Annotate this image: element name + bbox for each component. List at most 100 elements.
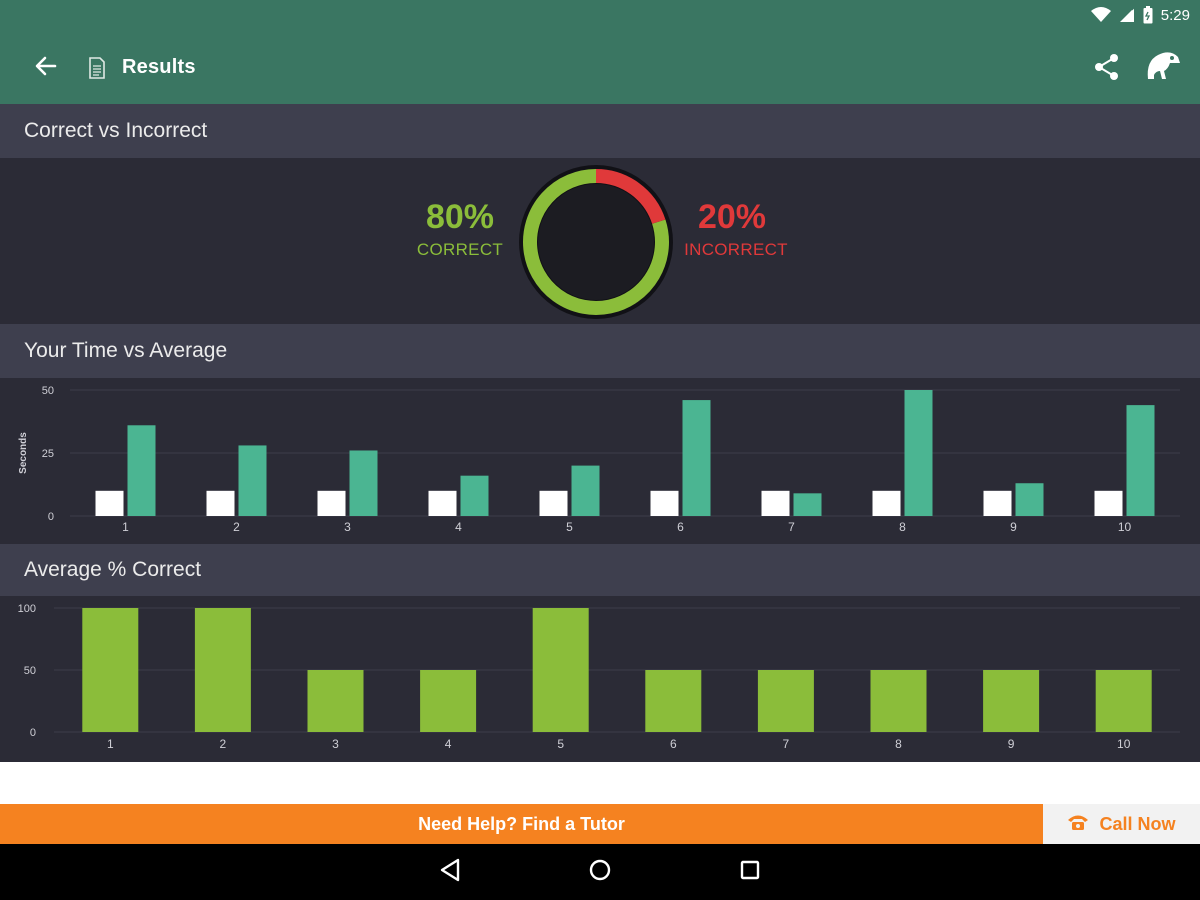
bar-series-2-2 (238, 445, 267, 516)
bar-series-1-9 (983, 490, 1012, 516)
bar-series-1-7 (761, 490, 790, 516)
bar-4 (420, 670, 477, 732)
x-tick-label: 3 (344, 520, 351, 534)
bar-5 (532, 608, 589, 732)
system-nav-bar (0, 844, 1200, 900)
circle-home-icon (588, 858, 612, 887)
x-tick-label: 1 (107, 737, 114, 751)
y-axis-label: Seconds (18, 432, 29, 474)
bar-series-2-6 (682, 400, 711, 516)
status-icons: 5:29 (1090, 6, 1190, 24)
share-button[interactable] (1088, 50, 1126, 88)
bar-series-1-8 (872, 490, 901, 516)
x-tick-label: 3 (332, 737, 339, 751)
bar-series-2-9 (1015, 483, 1044, 516)
bar-series-1-6 (650, 490, 679, 516)
bar-series-1-2 (206, 490, 235, 516)
x-tick-label: 5 (557, 737, 564, 751)
section-title: Your Time vs Average (24, 339, 228, 362)
share-icon (1093, 53, 1121, 86)
x-tick-label: 7 (783, 737, 790, 751)
results-content: Correct vs Incorrect 80% CORRECT 20% INC… (0, 104, 1200, 762)
call-now-button[interactable]: Call Now (1043, 804, 1200, 844)
section-header-time-vs-average: Your Time vs Average (0, 324, 1200, 378)
bar-series-2-5 (571, 465, 600, 516)
x-tick-label: 4 (455, 520, 462, 534)
x-tick-label: 6 (670, 737, 677, 751)
bar-3 (307, 670, 364, 732)
bar-series-1-1 (95, 490, 124, 516)
arrow-left-icon (35, 56, 57, 81)
time-vs-average-panel: 0 25 50 Seconds 1 2 3 4 5 6 7 8 9 10 (0, 378, 1200, 544)
y-tick-label: 0 (30, 727, 36, 739)
x-tick-label: 10 (1118, 520, 1132, 534)
donut-center (538, 184, 654, 300)
find-tutor-label: Need Help? Find a Tutor (418, 813, 625, 834)
incorrect-label: INCORRECT (684, 240, 788, 259)
correct-label: CORRECT (416, 240, 504, 259)
bar-series-2-7 (793, 493, 822, 516)
x-tick-label: 9 (1008, 737, 1015, 751)
section-header-correct-vs-incorrect: Correct vs Incorrect (0, 104, 1200, 158)
average-correct-chart: 0 50 100 1 2 3 4 5 6 7 8 9 10 (18, 603, 1180, 751)
bar-series-1-10 (1094, 490, 1123, 516)
x-tick-label: 5 (566, 520, 573, 534)
correct-percent: 80% (425, 198, 495, 236)
bar-series-2-8 (904, 390, 933, 516)
document-icon (88, 57, 106, 84)
mascot-button[interactable] (1142, 48, 1184, 88)
nav-back-button[interactable] (430, 856, 470, 888)
x-tick-label: 8 (899, 520, 906, 534)
call-now-label: Call Now (1099, 813, 1176, 834)
ad-spacer (0, 762, 1200, 804)
nav-home-button[interactable] (580, 856, 620, 888)
x-tick-label: 1 (122, 520, 129, 534)
time-vs-average-chart: 0 25 50 Seconds 1 2 3 4 5 6 7 8 9 10 (18, 385, 1180, 534)
bar-2 (194, 608, 251, 732)
y-tick-label: 0 (48, 511, 54, 523)
find-tutor-banner[interactable]: Need Help? Find a Tutor (0, 804, 1043, 844)
chameleon-icon (1144, 49, 1182, 88)
x-tick-label: 2 (233, 520, 240, 534)
average-correct-panel: 0 50 100 1 2 3 4 5 6 7 8 9 10 (0, 596, 1200, 762)
bar-7 (757, 670, 814, 732)
square-recents-icon (739, 859, 761, 886)
section-header-average-correct: Average % Correct (0, 544, 1200, 596)
x-tick-label: 4 (445, 737, 452, 751)
bar-series-2-1 (127, 425, 156, 516)
signal-icon (1119, 7, 1135, 23)
y-tick-label: 100 (18, 603, 36, 615)
page-title: Results (122, 56, 196, 78)
x-tick-label: 10 (1117, 737, 1131, 751)
battery-icon (1143, 6, 1153, 24)
x-tick-label: 9 (1010, 520, 1017, 534)
correct-vs-incorrect-panel: 80% CORRECT 20% INCORRECT (0, 158, 1200, 324)
bar-series-2-10 (1126, 405, 1155, 516)
x-tick-label: 6 (677, 520, 684, 534)
y-tick-label: 25 (42, 448, 54, 460)
section-title: Correct vs Incorrect (24, 119, 208, 142)
triangle-back-icon (439, 858, 461, 887)
section-title: Average % Correct (24, 558, 202, 581)
incorrect-percent: 20% (697, 198, 767, 236)
donut-slice-incorrect (595, 169, 666, 225)
status-time: 5:29 (1160, 6, 1190, 24)
bar-series-2-4 (460, 475, 489, 516)
bar-1 (82, 608, 139, 732)
bar-6 (645, 670, 702, 732)
bar-9 (983, 670, 1040, 732)
x-tick-label: 7 (788, 520, 795, 534)
bar-series-2-3 (349, 450, 378, 516)
status-bar: 5:29 (0, 0, 1200, 32)
wifi-icon (1090, 7, 1111, 23)
y-tick-label: 50 (24, 665, 36, 677)
bar-series-1-5 (539, 490, 568, 516)
nav-recents-button[interactable] (730, 856, 770, 888)
phone-icon (1067, 813, 1089, 836)
correct-incorrect-donut (519, 165, 673, 319)
donut-slice-correct (523, 169, 669, 315)
x-tick-label: 8 (895, 737, 902, 751)
x-tick-label: 2 (220, 737, 227, 751)
bar-8 (870, 670, 927, 732)
back-button[interactable] (26, 50, 66, 86)
